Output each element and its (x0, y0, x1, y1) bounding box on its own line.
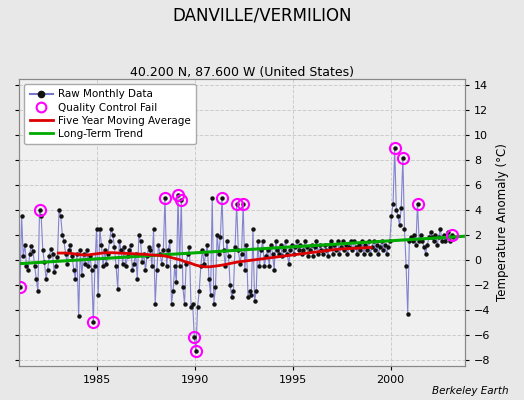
Y-axis label: Temperature Anomaly (°C): Temperature Anomaly (°C) (496, 144, 509, 302)
Text: Berkeley Earth: Berkeley Earth (432, 386, 508, 396)
Legend: Raw Monthly Data, Quality Control Fail, Five Year Moving Average, Long-Term Tren: Raw Monthly Data, Quality Control Fail, … (25, 84, 195, 144)
Title: 40.200 N, 87.600 W (United States): 40.200 N, 87.600 W (United States) (130, 66, 354, 79)
Text: DANVILLE/VERMILION: DANVILLE/VERMILION (172, 6, 352, 24)
